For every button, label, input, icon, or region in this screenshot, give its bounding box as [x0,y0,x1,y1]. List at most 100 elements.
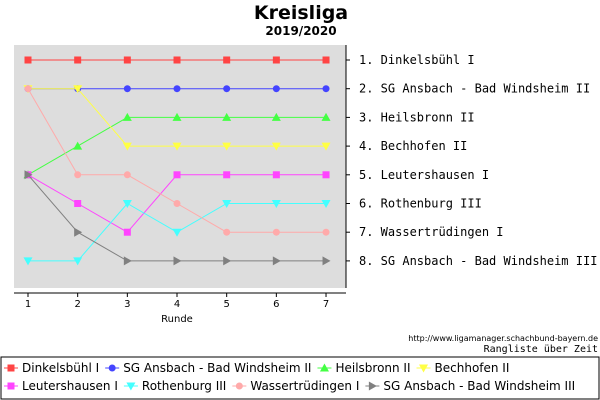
data-point [122,112,132,121]
data-point [172,228,182,237]
legend-label: Wassertrüdingen I [250,379,359,393]
rank-label: 7. Wassertrüdingen I [359,225,504,239]
data-point [223,56,231,64]
legend-marker [126,382,136,391]
legend-item: Dinkelsbühl I [4,361,99,375]
data-point [122,142,132,151]
plot-area [14,45,346,288]
legend-item: Heilsbronn II [317,361,411,375]
rank-label: 8. SG Ansbach - Bad Windsheim III [359,254,597,268]
data-point [321,142,331,151]
data-point [122,200,132,208]
legend-label: Leutershausen I [22,379,118,393]
data-point [173,56,181,64]
legend-marker [7,382,15,390]
data-point [271,112,281,121]
chart-subtitle: 2019/2020 [265,24,336,38]
x-tick-label: 5 [223,299,229,310]
data-point [172,112,182,121]
legend-item: Rothenburg III [123,379,226,393]
x-tick-label: 7 [323,299,329,310]
legend-item: Leutershausen I [4,379,118,393]
rank-label: 5. Leutershausen I [359,168,489,182]
data-point [172,142,182,151]
legend-marker [108,364,116,372]
legend-label: Bechhofen II [435,361,510,375]
x-tick-label: 6 [273,299,279,310]
x-tick-label: 1 [25,299,31,310]
legend-label: SG Ansbach - Bad Windsheim III [383,379,575,393]
data-point [272,171,280,179]
legend-item: Wassertrüdingen I [232,379,359,393]
data-point [74,227,83,237]
rank-label: 2. SG Ansbach - Bad Windsheim II [359,82,590,96]
data-point [223,228,231,236]
legend-item: SG Ansbach - Bad Windsheim II [105,361,311,375]
legend-box [0,356,600,400]
data-point [272,228,280,236]
data-point [272,56,280,64]
legend-marker [368,381,377,391]
legend-item: SG Ansbach - Bad Windsheim III [365,379,575,393]
data-point [73,257,83,266]
data-point [223,256,232,266]
data-point [23,257,33,266]
rank-labels: 1. Dinkelsbühl I 2. SG Ansbach - Bad Wind… [359,53,597,268]
series-8 [24,170,331,266]
data-point [222,200,232,208]
legend: Dinkelsbühl I SG Ansbach - Bad Windsheim … [0,356,600,400]
chart-title: Kreisliga [254,2,348,24]
data-point [123,56,131,64]
data-point [123,256,132,266]
legend-marker [319,363,329,372]
series-7 [24,85,330,236]
data-point [173,171,181,179]
legend-item: Bechhofen II [416,361,510,375]
data-point [322,171,330,179]
data-point [223,171,231,179]
series-6 [23,200,331,266]
series-1 [24,56,330,64]
source-url: http://www.ligamanager.schachbund-bayern… [408,334,598,343]
data-point [321,112,331,121]
data-point [322,228,330,236]
series-layer [23,56,331,266]
data-point [271,142,281,151]
data-point [322,56,330,64]
rank-label: 4. Bechhofen II [359,139,467,153]
chart-caption: Rangliste über Zeit [484,344,598,355]
legend-marker [419,364,429,373]
data-point [322,85,330,93]
data-point [123,228,131,236]
data-point [173,85,181,93]
data-point [271,200,281,208]
legend-label: SG Ansbach - Bad Windsheim II [123,361,311,375]
data-point [173,200,181,207]
rank-label: 1. Dinkelsbühl I [359,53,475,67]
data-point [73,85,83,94]
data-point [321,200,331,208]
data-point [24,56,32,64]
axes: 1 2 3 4 5 6 7 [14,45,350,310]
data-point [74,171,82,179]
data-point [272,256,281,266]
data-point [173,256,182,266]
x-tick-label: 3 [124,299,130,310]
data-point [24,85,32,93]
data-point [73,141,83,150]
data-point [272,85,280,93]
x-tick-label: 4 [174,299,180,310]
legend-label: Heilsbronn II [335,361,410,375]
legend-label: Dinkelsbühl I [22,361,99,375]
data-point [123,171,131,179]
data-point [123,85,131,93]
data-point [222,112,232,121]
legend-marker [235,382,243,390]
x-axis-label: Runde [161,314,193,325]
legend-label: Rothenburg III [142,379,226,393]
data-point [24,170,33,180]
x-tick-label: 2 [74,299,80,310]
data-point [222,142,232,151]
data-point [322,256,331,266]
rank-label: 6. Rothenburg III [359,197,482,211]
